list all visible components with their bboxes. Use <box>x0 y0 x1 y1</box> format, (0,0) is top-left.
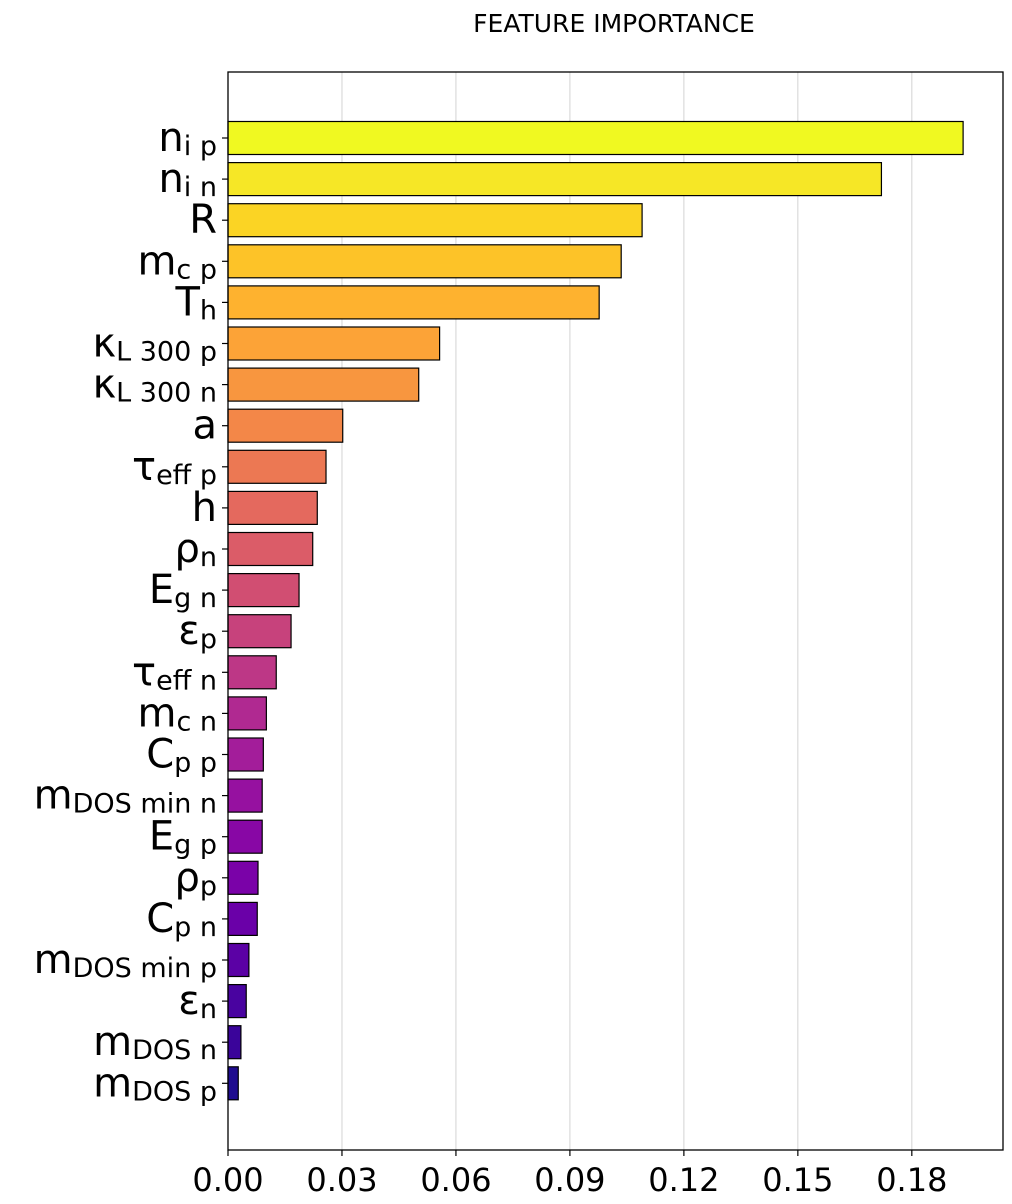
bar <box>227 162 883 197</box>
bar <box>227 203 643 238</box>
y-tick-label: Eg p <box>149 814 217 861</box>
y-tick-label: Eg n <box>149 567 217 614</box>
bar <box>227 490 318 525</box>
y-tick-label: mDOS min n <box>34 773 217 820</box>
x-tick-label: 0.06 <box>420 1161 491 1199</box>
bar <box>227 531 314 567</box>
chart-title: FEATURE IMPORTANCE <box>473 9 755 38</box>
bar <box>227 285 600 320</box>
y-tick-label: κL 300 p <box>93 321 217 368</box>
bar <box>227 1066 239 1101</box>
bar <box>227 120 964 156</box>
y-tick-label: h <box>192 485 217 531</box>
y-tick-label: ni p <box>158 115 217 162</box>
bar <box>227 983 247 1019</box>
y-tick-label: ni n <box>158 156 217 203</box>
bar <box>227 737 264 772</box>
bars <box>227 120 964 1101</box>
bar <box>227 408 344 443</box>
bar <box>227 901 258 937</box>
x-tick-label: 0.00 <box>192 1161 263 1199</box>
bar <box>227 655 277 690</box>
y-tick-label: Cp p <box>146 732 217 779</box>
bar <box>227 614 292 649</box>
x-axis-ticks: 0.00 0.03 0.06 0.09 0.12 0.15 0.18 <box>192 1150 947 1199</box>
x-tick-label: 0.03 <box>306 1161 377 1199</box>
bar <box>227 244 622 279</box>
bar <box>227 326 441 361</box>
y-tick-label: mDOS n <box>93 1019 217 1066</box>
y-tick-label: Th <box>174 279 217 326</box>
bar <box>227 860 259 895</box>
x-tick-label: 0.18 <box>876 1161 947 1199</box>
y-tick-label: τeff p <box>132 444 217 491</box>
y-tick-label: εn <box>178 978 217 1025</box>
bar <box>227 778 263 813</box>
plot-frame <box>227 71 1004 1151</box>
bar <box>227 819 263 854</box>
y-tick-label: τeff n <box>132 649 217 696</box>
y-tick-label: εp <box>178 608 217 655</box>
y-tick-label: mDOS p <box>93 1060 217 1107</box>
y-tick-label: ρp <box>174 855 217 902</box>
bar <box>227 1025 242 1060</box>
y-tick-label: mc p <box>137 238 217 285</box>
y-tick-label: ρn <box>174 526 217 573</box>
y-tick-label: mc n <box>137 690 217 737</box>
bar <box>227 696 267 731</box>
x-tick-label: 0.09 <box>534 1161 605 1199</box>
bar <box>227 449 327 484</box>
bar <box>227 367 420 402</box>
y-tick-label: κL 300 n <box>93 362 217 409</box>
y-tick-label: mDOS min p <box>34 937 217 984</box>
y-tick-label: R <box>189 197 217 243</box>
y-tick-label: a <box>192 403 217 449</box>
x-tick-label: 0.12 <box>648 1161 719 1199</box>
x-tick-label: 0.15 <box>762 1161 833 1199</box>
y-tick-label: Cp n <box>146 896 217 943</box>
bar <box>227 572 300 608</box>
bar <box>227 942 250 978</box>
